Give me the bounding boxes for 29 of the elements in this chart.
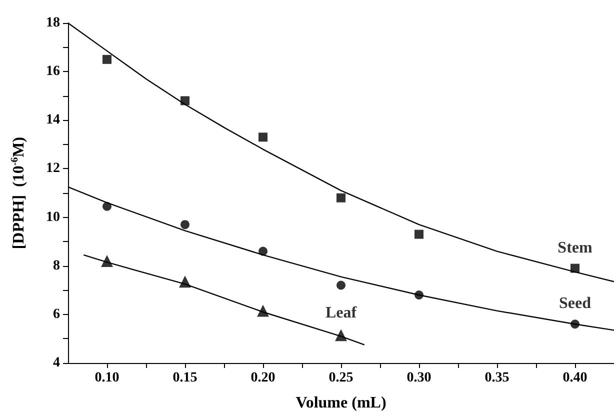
x-tick-label: 0.15 [172,370,198,386]
x-tick-label: 0.40 [562,370,588,386]
line-series [83,254,365,346]
point [102,202,112,211]
point [180,220,190,230]
y-tick-label: 8 [53,258,60,274]
point [336,280,346,290]
y-tick-label: 12 [46,161,60,176]
x-tick-label: 0.35 [484,370,510,386]
point [102,54,112,64]
x-axis-title: Volume (mL) [296,394,386,412]
point [258,132,268,142]
x-tick-label: 0.10 [94,370,120,386]
series-label: Seed [559,295,592,312]
y-tick-label: 16 [46,64,60,80]
y-tick-label: 10 [46,210,60,225]
y-axis-title: [DPPH] (10-6M) [10,136,28,250]
x-tick-label: 0.20 [250,370,276,386]
y-tick-label: 14 [46,112,60,128]
series-label: Leaf [325,304,358,322]
series-label: Stem [558,239,593,256]
y-tick-label: 4 [53,356,60,370]
x-tick-label: 0.30 [406,370,432,386]
point [414,230,424,239]
point [180,96,190,106]
x-tick-label: 0.25 [328,370,354,386]
y-tick-label: 18 [46,16,60,30]
y-tick-label: 6 [53,306,60,322]
point [336,193,346,202]
